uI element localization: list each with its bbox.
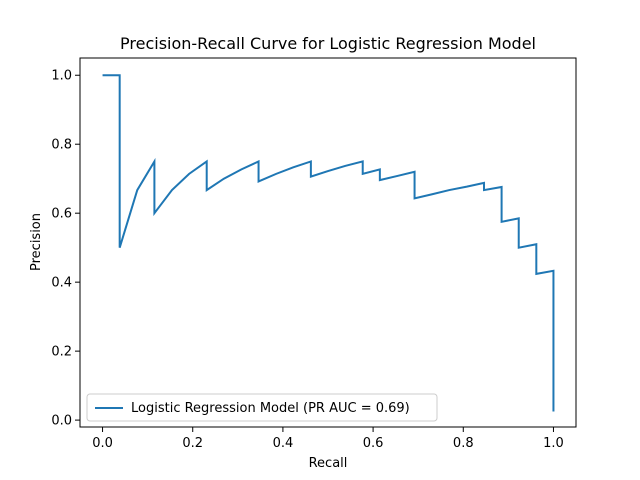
y-tick-label: 0.0 xyxy=(51,414,72,429)
legend-entry-label: Logistic Regression Model (PR AUC = 0.69… xyxy=(131,401,410,416)
x-axis-label: Recall xyxy=(309,456,348,471)
y-tick-label: 0.8 xyxy=(51,138,72,153)
legend-box xyxy=(86,393,438,422)
plot-frame xyxy=(79,57,577,428)
axis-ticks: 0.0 0.2 0.4 0.6 0.8 1.0 0.0 0.2 0.4 0.6 0.8 1.0 xyxy=(51,69,563,451)
series-line-logistic-regression xyxy=(102,74,555,412)
y-tick-label: 0.4 xyxy=(51,276,72,291)
x-tick-label: 0.2 xyxy=(182,436,203,451)
x-tick-label: 0.0 xyxy=(92,436,113,451)
y-axis-label: Precision xyxy=(29,213,44,271)
chart-title: Precision-Recall Curve for Logistic Regr… xyxy=(120,34,536,53)
x-tick-label: 0.8 xyxy=(453,436,474,451)
x-tick-label: 0.4 xyxy=(273,436,294,451)
plot-area xyxy=(102,74,555,412)
y-tick-label: 1.0 xyxy=(51,69,72,84)
legend: Logistic Regression Model (PR AUC = 0.69… xyxy=(86,393,438,422)
y-tick-label: 0.6 xyxy=(51,207,72,222)
x-tick-label: 0.6 xyxy=(363,436,384,451)
x-tick-label: 1.0 xyxy=(543,436,564,451)
y-tick-label: 0.2 xyxy=(51,345,72,360)
